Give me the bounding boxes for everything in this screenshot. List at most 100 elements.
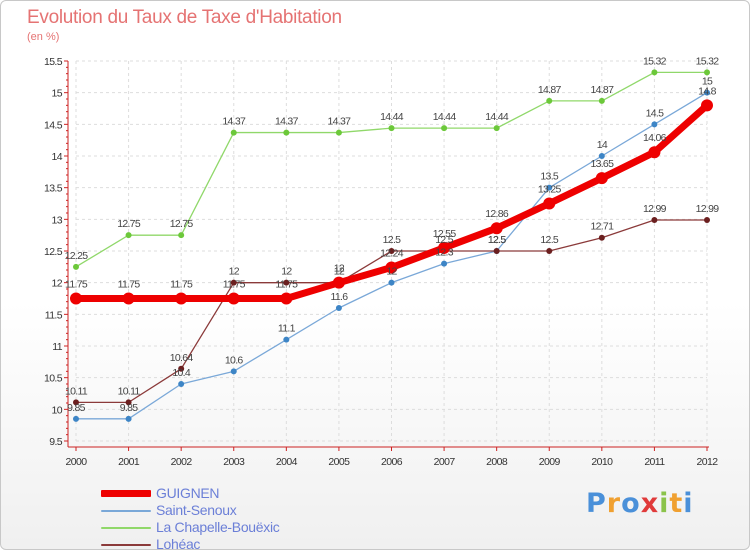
- data-point-saint-senoux-2000: [73, 415, 79, 422]
- data-point-guignen-2012: [701, 99, 713, 112]
- data-label-la-chapelle-bouexic-2004: 14.37: [275, 116, 299, 128]
- data-point-saint-senoux-2003: [230, 368, 237, 375]
- data-point-la-chapelle-bouexic-2009: [546, 97, 553, 104]
- legend-swatch-guignen: [101, 490, 151, 497]
- data-label-loheac-2003: 12: [229, 266, 240, 278]
- data-label-layer: 12.25 12.75 12.75 14.37 14.37 14.37 14.44 14.44…: [65, 55, 720, 413]
- data-point-saint-senoux-2001: [125, 415, 132, 422]
- data-point-guignen-2011: [648, 146, 661, 159]
- data-label-saint-senoux-2000: 9.85: [67, 402, 85, 414]
- data-label-la-chapelle-bouexic-2002: 12.75: [170, 218, 194, 230]
- data-point-saint-senoux-2011: [651, 121, 658, 128]
- data-label-saint-senoux-2007: 12.3: [435, 247, 453, 259]
- data-point-loheac-2000: [73, 399, 79, 406]
- logo-letter: t: [669, 488, 684, 519]
- data-point-la-chapelle-bouexic-2001: [125, 232, 132, 239]
- data-label-guignen-2004: 11.75: [275, 279, 298, 291]
- axis-layer: 9.5 10 10.5 11 11.5 12 12.5 13 13.5 14 14.5 15 15.5 2…: [44, 56, 719, 468]
- legend-item-loheac: Lohéac: [101, 536, 361, 553]
- data-label-loheac-2011: 12.99: [643, 203, 667, 215]
- data-point-loheac-2003: [230, 279, 237, 286]
- x-tick-label-2002: 2002: [171, 456, 193, 468]
- y-tick-label: 13.5: [44, 183, 63, 195]
- data-point-la-chapelle-bouexic-2011: [651, 69, 658, 76]
- data-point-la-chapelle-bouexic-2012: [704, 69, 710, 76]
- data-point-saint-senoux-2010: [598, 153, 605, 159]
- data-label-loheac-2002: 10.64: [170, 352, 194, 364]
- y-tick-label: 15.5: [44, 56, 63, 68]
- data-label-guignen-2006: 12.24: [380, 247, 404, 259]
- legend-swatch-la-chapelle-bouexic: [101, 527, 151, 529]
- y-tick-label: 14: [52, 151, 63, 163]
- x-tick-label-2011: 2011: [644, 456, 665, 468]
- data-point-guignen-2010: [595, 172, 608, 185]
- data-label-loheac-2009: 12.5: [540, 234, 558, 246]
- data-label-guignen-2011: 14.06: [643, 132, 667, 144]
- chart-title: Evolution du Taux de Taxe d'Habitation: [27, 7, 342, 28]
- proxiti-logo: Proxiti: [586, 488, 694, 519]
- data-point-la-chapelle-bouexic-2004: [283, 129, 290, 136]
- data-label-guignen-2005: 12: [334, 263, 345, 275]
- data-point-guignen-2009: [543, 197, 556, 210]
- data-label-guignen-2003: 11.75: [223, 279, 246, 291]
- data-label-saint-senoux-2010: 14: [597, 139, 608, 151]
- y-tick-label: 12: [52, 278, 63, 290]
- data-point-guignen-2003: [227, 292, 240, 305]
- data-label-guignen-2007: 12.55: [433, 228, 457, 240]
- data-point-guignen-2002: [175, 292, 188, 305]
- data-label-la-chapelle-bouexic-2010: 14.87: [590, 84, 614, 96]
- logo-letter: P: [586, 488, 607, 519]
- data-label-loheac-2000: 10.11: [65, 385, 88, 397]
- data-point-guignen-2007: [438, 241, 451, 254]
- data-label-saint-senoux-2011: 14.5: [646, 107, 664, 119]
- data-label-saint-senoux-2002: 10.4: [172, 367, 190, 379]
- x-tick-label-2001: 2001: [118, 456, 140, 468]
- x-tick-label-2008: 2008: [486, 456, 508, 468]
- data-label-guignen-2001: 11.75: [118, 279, 141, 291]
- data-point-saint-senoux-2002: [178, 381, 185, 387]
- y-tick-label: 10.5: [44, 373, 63, 385]
- y-tick-label: 15: [52, 88, 63, 100]
- data-label-loheac-2001: 10.11: [118, 385, 141, 397]
- x-tick-label-2012: 2012: [697, 456, 719, 468]
- data-label-guignen-2009: 13.25: [538, 184, 562, 196]
- legend-label-saint-senoux: Saint-Senoux: [156, 502, 237, 518]
- data-label-guignen-2012: 14.8: [698, 85, 716, 97]
- data-label-saint-senoux-2012: 15: [702, 76, 713, 88]
- data-label-la-chapelle-bouexic-2011: 15.32: [643, 55, 667, 67]
- data-label-loheac-2004: 12: [281, 266, 292, 278]
- logo-letter: r: [606, 488, 622, 519]
- x-tick-label-2005: 2005: [328, 456, 350, 468]
- x-tick-label-2004: 2004: [276, 456, 298, 468]
- y-tick-label: 13: [52, 214, 63, 226]
- chart-subtitle: (en %): [27, 31, 60, 43]
- data-label-saint-senoux-2003: 10.6: [225, 354, 243, 366]
- x-tick-label-2010: 2010: [591, 456, 613, 468]
- data-point-la-chapelle-bouexic-2008: [493, 125, 500, 132]
- y-tick-label: 11: [52, 341, 62, 353]
- y-tick-label: 12.5: [44, 246, 63, 258]
- data-label-guignen-2010: 13.65: [590, 158, 614, 170]
- data-label-la-chapelle-bouexic-2012: 15.32: [696, 55, 720, 67]
- data-label-loheac-2005: 12: [334, 266, 345, 278]
- data-point-loheac-2012: [704, 216, 710, 223]
- data-label-saint-senoux-2008: 12.5: [488, 234, 506, 246]
- legend-label-la-chapelle-bouexic: La Chapelle-Bouëxic: [156, 519, 280, 535]
- data-label-loheac-2010: 12.71: [590, 221, 614, 233]
- data-point-loheac-2002: [178, 365, 185, 372]
- data-point-loheac-2009: [546, 248, 553, 254]
- data-point-la-chapelle-bouexic-2003: [230, 129, 237, 136]
- data-point-guignen-2004: [280, 292, 293, 305]
- data-label-la-chapelle-bouexic-2007: 14.44: [433, 111, 457, 123]
- data-point-loheac-2010: [598, 234, 605, 241]
- data-label-la-chapelle-bouexic-2009: 14.87: [538, 84, 562, 96]
- data-point-saint-senoux-2012: [704, 89, 710, 96]
- data-point-loheac-2001: [125, 399, 132, 406]
- data-point-loheac-2008: [493, 248, 500, 254]
- data-point-loheac-2004: [283, 279, 290, 286]
- data-label-loheac-2008: 12.5: [488, 234, 506, 246]
- data-label-guignen-2000: 11.75: [65, 279, 88, 291]
- data-label-guignen-2008: 12.86: [485, 208, 509, 220]
- line-chart: 9.5 10 10.5 11 11.5 12 12.5 13 13.5 14 14.5 15 15.5 2…: [44, 55, 720, 468]
- data-label-loheac-2006: 12.5: [383, 234, 401, 246]
